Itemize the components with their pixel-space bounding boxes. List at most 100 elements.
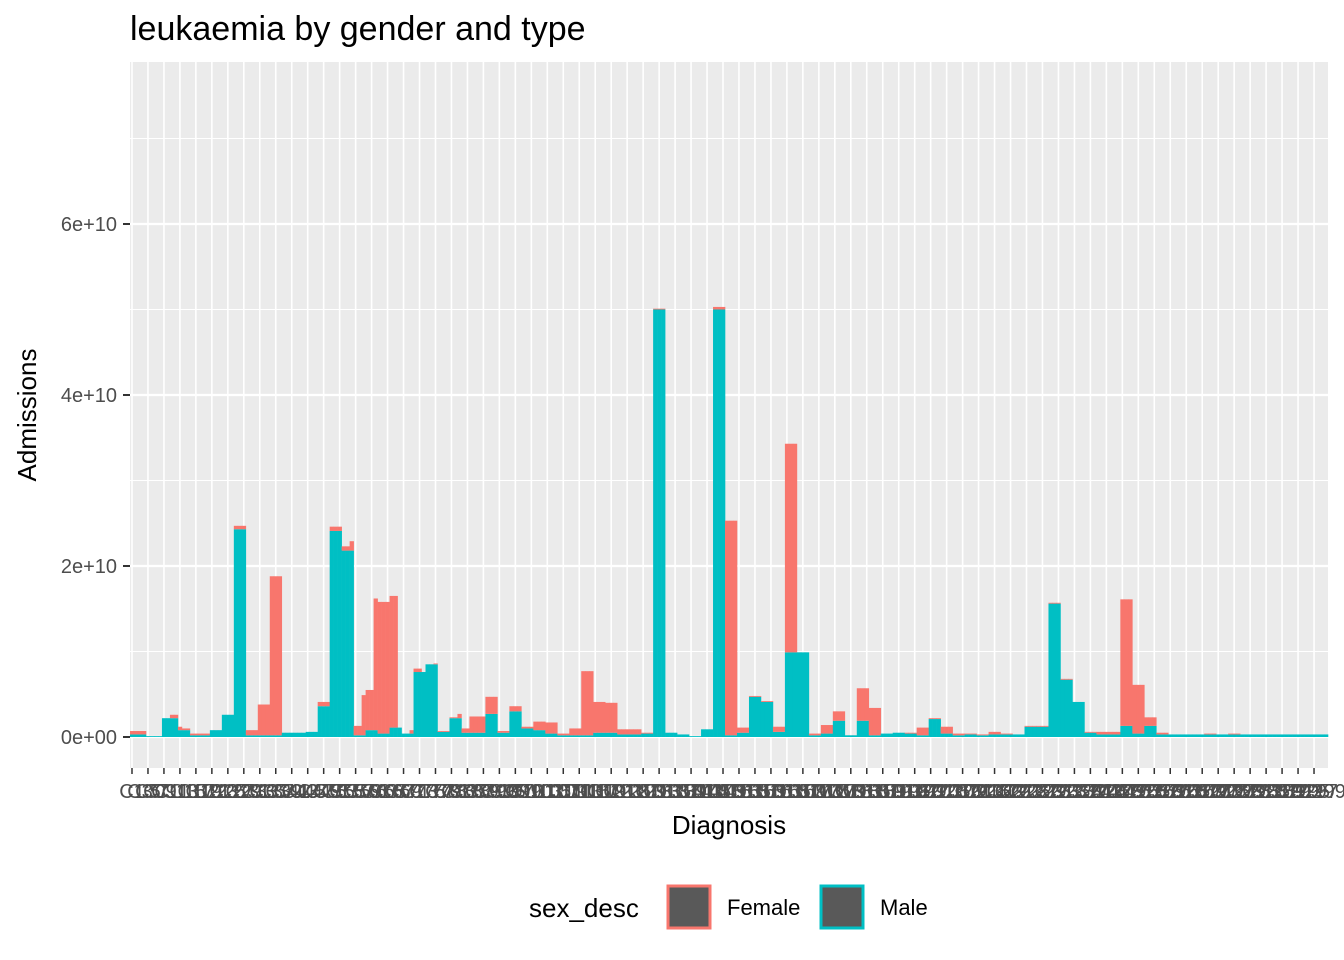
bar-male xyxy=(561,735,566,737)
x-tick-label: C287 xyxy=(1250,781,1298,803)
bar-male xyxy=(649,733,654,737)
bar-male xyxy=(1040,726,1045,737)
bar-male xyxy=(924,735,929,737)
bar-female xyxy=(768,701,774,702)
x-tick-label: C243 xyxy=(1074,781,1122,803)
x-tick-label: C157 xyxy=(731,781,779,803)
bar-female xyxy=(1096,731,1101,735)
bar-female xyxy=(357,725,362,736)
bar-male xyxy=(681,734,686,737)
x-tick-label: C297 xyxy=(1290,781,1338,803)
bar-male xyxy=(301,732,307,737)
bar-female xyxy=(952,733,957,736)
bar-female xyxy=(1044,725,1049,727)
x-tick-label: C137 xyxy=(651,781,699,803)
bar-male xyxy=(421,672,426,737)
bar-male xyxy=(697,736,702,737)
bar-male xyxy=(768,701,774,737)
bar-female xyxy=(481,716,486,733)
bar-female xyxy=(341,546,346,551)
bar-male xyxy=(1292,734,1297,737)
bar-male xyxy=(892,732,898,737)
bar-female xyxy=(633,729,638,735)
bar-male xyxy=(625,734,630,737)
bar-female xyxy=(201,733,207,736)
x-tick-label: C295 xyxy=(1282,781,1330,803)
x-tick-label: C255 xyxy=(1122,781,1170,803)
bar-female xyxy=(725,520,730,736)
bar-male xyxy=(189,735,195,737)
bar-male xyxy=(932,719,937,737)
x-tick-label: C147 xyxy=(691,781,739,803)
bar-female xyxy=(249,730,255,736)
x-tick-label: C35 xyxy=(249,781,286,803)
bar-female xyxy=(920,727,925,736)
bar-female xyxy=(1032,725,1037,727)
bar-female xyxy=(1136,684,1141,734)
bar-male xyxy=(860,720,866,737)
chart-title: leukaemia by gender and type xyxy=(130,10,586,48)
bar-male xyxy=(673,732,678,737)
bar-female xyxy=(1236,733,1241,735)
bar-male xyxy=(721,309,726,737)
bar-male xyxy=(293,732,299,737)
bar-female xyxy=(948,726,953,734)
bar-female xyxy=(1008,733,1013,735)
bar-female xyxy=(1036,725,1041,727)
bar-female xyxy=(593,701,598,733)
x-tick-label: C251 xyxy=(1106,781,1154,803)
bar-male xyxy=(1188,734,1193,737)
x-tick-label: C269 xyxy=(1178,781,1226,803)
bar-female xyxy=(864,688,870,721)
x-tick-label: C153 xyxy=(715,781,763,803)
bar-female xyxy=(780,726,786,732)
bar-male xyxy=(752,696,758,737)
x-tick-label: C149 xyxy=(699,781,747,803)
x-tick-label: C101 xyxy=(507,781,555,803)
bar-female xyxy=(1140,684,1145,734)
bar-female xyxy=(433,663,438,665)
bar-female xyxy=(237,525,243,530)
bar-female xyxy=(625,729,630,735)
bar-female xyxy=(1120,599,1125,726)
bar-female xyxy=(776,726,782,732)
bar-male xyxy=(457,718,462,737)
bar-male xyxy=(940,733,945,737)
bar-female xyxy=(345,546,350,551)
bar-male xyxy=(1156,734,1161,737)
bar-male xyxy=(1096,734,1101,737)
bar-female xyxy=(1092,731,1097,733)
bar-male xyxy=(1180,734,1185,737)
bar-male xyxy=(1104,734,1109,737)
x-tick-label: C223 xyxy=(995,781,1043,803)
bar-female xyxy=(505,731,510,733)
bar-male xyxy=(1152,725,1157,737)
bar-female xyxy=(912,732,917,734)
bar-male xyxy=(1312,734,1317,737)
bar-male xyxy=(253,735,259,737)
x-tick-label: C189 xyxy=(859,781,907,803)
bar-male xyxy=(1244,734,1249,737)
bar-male xyxy=(760,701,766,737)
bar-male xyxy=(325,706,330,737)
bar-female xyxy=(169,714,175,719)
bar-female xyxy=(329,526,334,531)
bar-female xyxy=(261,704,267,736)
bar-male xyxy=(389,727,394,737)
x-tick-label: C25 xyxy=(209,781,246,803)
bar-male xyxy=(161,718,167,737)
bar-female xyxy=(732,520,738,736)
bar-female xyxy=(393,595,398,728)
bar-male xyxy=(972,734,977,737)
bars xyxy=(130,306,1329,737)
bar-female xyxy=(377,601,382,734)
bar-male xyxy=(621,734,626,737)
bar-male xyxy=(617,734,622,737)
bar-female xyxy=(1124,599,1129,726)
x-tick-label: C61 xyxy=(353,781,390,803)
bar-male xyxy=(1224,734,1229,737)
bar-male xyxy=(317,706,322,737)
bar-male xyxy=(1200,734,1205,737)
bar-female xyxy=(181,728,187,731)
x-tick-label: C203 xyxy=(915,781,963,803)
